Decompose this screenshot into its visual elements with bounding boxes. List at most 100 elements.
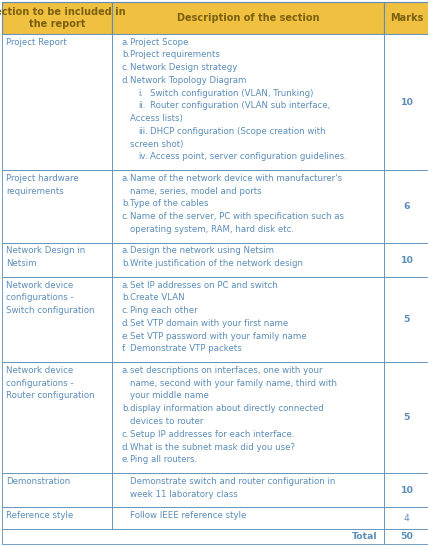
Text: name, series, model and ports: name, series, model and ports: [130, 187, 262, 195]
Bar: [2, 2, 112, 34]
Text: 6: 6: [404, 202, 410, 211]
Bar: [2, 363, 112, 473]
Text: d.: d.: [122, 319, 130, 328]
Text: 50: 50: [401, 532, 413, 541]
Text: 10: 10: [401, 256, 413, 264]
Text: configurations -: configurations -: [6, 293, 74, 302]
Text: Switch configuration: Switch configuration: [6, 306, 95, 315]
Text: Network device: Network device: [6, 281, 73, 289]
Text: Description of the section: Description of the section: [177, 13, 319, 23]
Text: Set VTP domain with your first name: Set VTP domain with your first name: [130, 319, 288, 328]
Text: Demonstrate VTP packets: Demonstrate VTP packets: [130, 345, 242, 353]
Text: b.: b.: [122, 199, 130, 209]
Text: Name of the network device with manufacturer's: Name of the network device with manufact…: [130, 174, 342, 183]
Bar: [2, 277, 112, 363]
Text: 5: 5: [404, 315, 410, 324]
Text: Set VTP password with your family name: Set VTP password with your family name: [130, 332, 306, 341]
Text: Setup IP addresses for each interface.: Setup IP addresses for each interface.: [130, 430, 294, 439]
Bar: [112, 170, 384, 243]
Text: 10: 10: [401, 486, 413, 495]
Text: f.: f.: [122, 345, 127, 353]
Text: 10: 10: [401, 98, 413, 106]
Text: operating system, RAM, hard disk etc.: operating system, RAM, hard disk etc.: [130, 225, 294, 234]
Text: 4: 4: [404, 514, 410, 523]
Text: Network device: Network device: [6, 366, 73, 375]
Bar: [384, 277, 428, 363]
Text: d.: d.: [122, 442, 130, 452]
Text: iii.: iii.: [138, 127, 148, 136]
Text: Netsim: Netsim: [6, 259, 36, 268]
Bar: [2, 243, 112, 277]
Bar: [384, 243, 428, 277]
Text: DHCP configuration (Scope creation with: DHCP configuration (Scope creation with: [150, 127, 326, 136]
Bar: [112, 34, 384, 170]
Text: b.: b.: [122, 259, 130, 268]
Text: a.: a.: [122, 366, 130, 375]
Text: a.: a.: [122, 38, 130, 46]
Text: Type of the cables: Type of the cables: [130, 199, 208, 209]
Text: requirements: requirements: [6, 187, 64, 195]
Text: b.: b.: [122, 50, 130, 60]
Text: devices to router: devices to router: [130, 417, 203, 426]
Text: week 11 laboratory class: week 11 laboratory class: [130, 490, 238, 498]
Text: 5: 5: [404, 413, 410, 422]
Text: iv.: iv.: [138, 152, 148, 162]
Text: Marks: Marks: [390, 13, 424, 23]
Text: Network Design in: Network Design in: [6, 246, 85, 256]
Text: b.: b.: [122, 293, 130, 302]
Text: Router configuration (VLAN sub interface,: Router configuration (VLAN sub interface…: [150, 102, 330, 110]
Bar: [2, 170, 112, 243]
Text: Reference style: Reference style: [6, 511, 73, 520]
Text: a.: a.: [122, 246, 130, 256]
Text: Access lists): Access lists): [130, 114, 183, 123]
Bar: [384, 34, 428, 170]
Text: Ping each other: Ping each other: [130, 306, 198, 315]
Text: Network Design strategy: Network Design strategy: [130, 63, 238, 72]
Text: Demonstration: Demonstration: [6, 477, 70, 486]
Bar: [2, 507, 112, 529]
Text: Switch configuration (VLAN, Trunking): Switch configuration (VLAN, Trunking): [150, 88, 313, 98]
Text: display information about directly connected: display information about directly conne…: [130, 404, 324, 413]
Text: set descriptions on interfaces, one with your: set descriptions on interfaces, one with…: [130, 366, 323, 375]
Text: c.: c.: [122, 212, 129, 221]
Bar: [2, 34, 112, 170]
Text: Project Scope: Project Scope: [130, 38, 188, 46]
Text: Project hardware: Project hardware: [6, 174, 79, 183]
Bar: [2, 529, 384, 544]
Text: i.: i.: [138, 88, 143, 98]
Bar: [112, 277, 384, 363]
Text: e.: e.: [122, 455, 130, 464]
Text: Project requirements: Project requirements: [130, 50, 220, 60]
Text: Name of the server, PC with specification such as: Name of the server, PC with specificatio…: [130, 212, 344, 221]
Text: a.: a.: [122, 281, 130, 289]
Bar: [384, 2, 428, 34]
Text: Router configuration: Router configuration: [6, 391, 95, 400]
Bar: [384, 529, 428, 544]
Bar: [384, 363, 428, 473]
Text: c.: c.: [122, 430, 129, 439]
Text: Follow IEEE reference style: Follow IEEE reference style: [130, 511, 247, 520]
Bar: [112, 363, 384, 473]
Text: Section to be included in
the report: Section to be included in the report: [0, 7, 126, 29]
Text: your middle name: your middle name: [130, 391, 209, 400]
Text: Total: Total: [352, 532, 378, 541]
Text: ii.: ii.: [138, 102, 146, 110]
Text: Access point, server configuration guidelines.: Access point, server configuration guide…: [150, 152, 347, 162]
Text: c.: c.: [122, 63, 129, 72]
Bar: [112, 243, 384, 277]
Text: Set IP addresses on PC and switch: Set IP addresses on PC and switch: [130, 281, 278, 289]
Text: What is the subnet mask did you use?: What is the subnet mask did you use?: [130, 442, 295, 452]
Text: Ping all routers.: Ping all routers.: [130, 455, 197, 464]
Bar: [384, 473, 428, 507]
Text: b.: b.: [122, 404, 130, 413]
Bar: [2, 473, 112, 507]
Text: screen shot): screen shot): [130, 140, 183, 149]
Bar: [384, 170, 428, 243]
Text: Network Topology Diagram: Network Topology Diagram: [130, 76, 247, 85]
Text: Design the network using Netsim: Design the network using Netsim: [130, 246, 274, 256]
Text: e.: e.: [122, 332, 130, 341]
Text: c.: c.: [122, 306, 129, 315]
Text: Create VLAN: Create VLAN: [130, 293, 184, 302]
Text: a.: a.: [122, 174, 130, 183]
Text: Project Report: Project Report: [6, 38, 67, 46]
